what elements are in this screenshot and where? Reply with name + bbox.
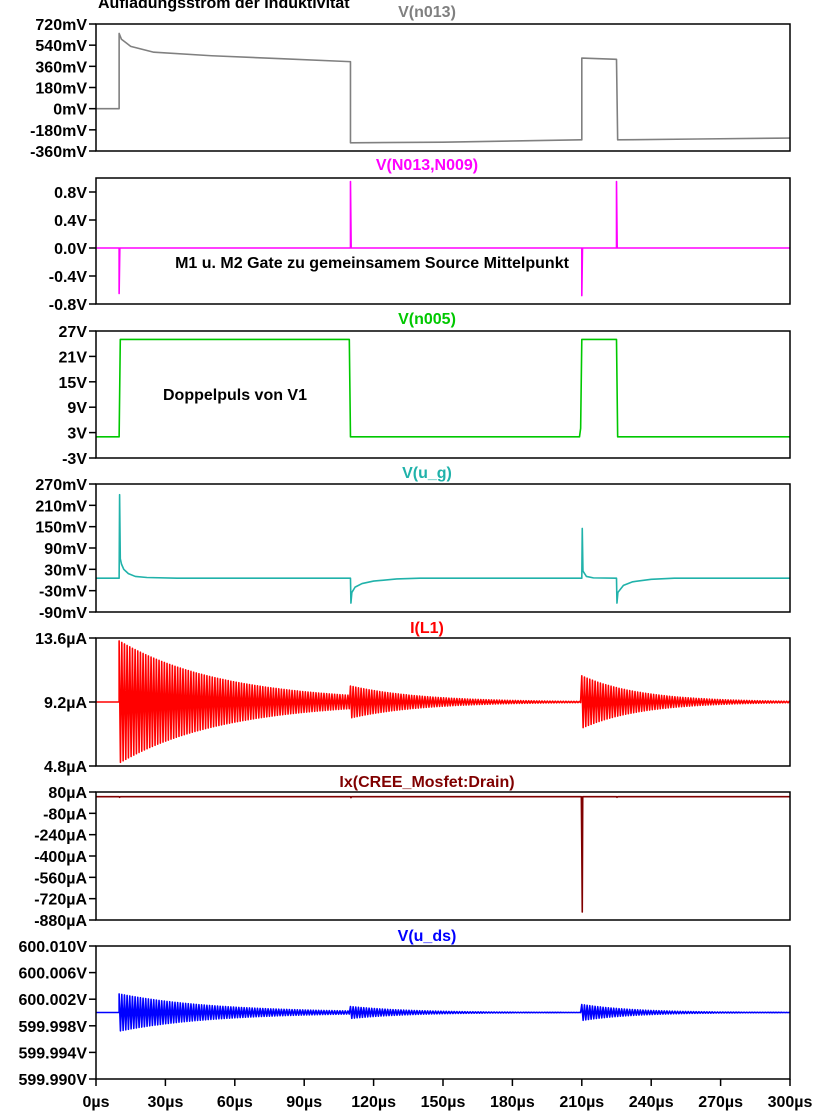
y-tick-label: -560µA: [34, 870, 87, 887]
panel-title: V(n013): [398, 4, 456, 21]
y-tick-label: 21V: [59, 349, 88, 366]
trace-6: [96, 993, 791, 1032]
x-tick-label: 90µs: [286, 1094, 322, 1111]
y-tick-label: 150mV: [35, 520, 87, 537]
panel-6: 600.010V 600.006V 600.002V 599.998V 599.994V…: [18, 928, 791, 1089]
y-tick-label: -880µA: [34, 913, 87, 930]
y-tick-label: 360mV: [35, 59, 87, 76]
y-tick-label: 600.006V: [18, 966, 87, 983]
panel-3: 270mV 210mV 150mV 90mV 30mV -30mV -90mV V(u_g): [35, 465, 791, 622]
y-tick-label: 599.990V: [18, 1072, 87, 1089]
y-tick-label: -0.8V: [49, 297, 88, 314]
plot-frame-3: [95, 483, 791, 613]
plot-frame-1: [95, 177, 791, 305]
y-tick-label: 80µA: [48, 785, 87, 802]
x-tick-label: 30µs: [147, 1094, 183, 1111]
y-tick-label: 599.998V: [18, 1019, 87, 1036]
annotation-0: Aufladungsstrom der Induktivität: [98, 0, 350, 12]
plot-frame-2: [95, 330, 791, 459]
x-tick-label: 60µs: [217, 1094, 253, 1111]
panel-title: V(N013,N009): [376, 157, 478, 174]
y-tick-label: 180mV: [35, 81, 87, 98]
y-tick-label: -240µA: [34, 828, 87, 845]
y-tick-label: -90mV: [39, 605, 87, 622]
x-tick-label: 150µs: [421, 1094, 466, 1111]
trace-1: [96, 180, 790, 297]
y-tick-label: 9.2µA: [44, 695, 87, 712]
y-tick-label: 0.4V: [54, 213, 87, 230]
x-tick-label: 270µs: [698, 1094, 743, 1111]
x-tick-label: 180µs: [490, 1094, 535, 1111]
y-tick-label: -30mV: [39, 584, 87, 601]
y-tick-label: -0.4V: [49, 269, 88, 286]
panel-title: V(u_g): [402, 465, 452, 482]
trace-0: [96, 32, 791, 144]
panel-1: 0.8V 0.4V 0.0V -0.4V -0.8V V(N013,N009): [49, 157, 791, 314]
panel-4: 13.6µA 9.2µA 4.8µA I(L1): [35, 620, 791, 776]
y-tick-label: 4.8µA: [44, 759, 87, 776]
y-tick-label: 599.994V: [18, 1045, 87, 1062]
y-tick-label: 13.6µA: [35, 631, 87, 648]
panel-title: Ix(CREE_Mosfet:Drain): [339, 774, 514, 791]
panel-title: V(n005): [398, 311, 456, 328]
y-tick-label: 0.8V: [54, 185, 87, 202]
y-tick-label: 15V: [59, 375, 88, 392]
panel-2: 27V 21V 15V 9V 3V -3V V(n005): [59, 311, 791, 468]
y-tick-label: 9V: [67, 400, 87, 417]
x-tick-label: 0µs: [82, 1094, 109, 1111]
annotation-1: M1 u. M2 Gate zu gemeinsamem Source Mitt…: [175, 255, 570, 272]
annotation-2: Doppelpuls von V1: [163, 387, 307, 404]
plot-frame-0: [95, 23, 791, 152]
y-tick-label: 0mV: [53, 102, 87, 119]
y-tick-label: 540mV: [35, 38, 87, 55]
x-tick-label: 300µs: [768, 1094, 813, 1111]
y-tick-label: 600.010V: [18, 939, 87, 956]
trace-2: [96, 338, 790, 438]
y-tick-label: -3V: [62, 451, 87, 468]
x-tick-label: 210µs: [559, 1094, 604, 1111]
y-tick-label: -180mV: [30, 123, 87, 140]
panel-0: 720mV 540mV 360mV 180mV 0mV -180mV -360mV V(n01…: [30, 4, 791, 161]
y-tick-label: -400µA: [34, 849, 87, 866]
x-tick-label: 240µs: [629, 1094, 674, 1111]
trace-5: [96, 795, 790, 913]
panel-5: 80µA -80µA -240µA -400µA -560µA -720µA -880µA I…: [34, 774, 791, 930]
plot-frame-5: [95, 791, 791, 921]
y-tick-label: 90mV: [44, 541, 87, 558]
x-tick-label: 120µs: [351, 1094, 396, 1111]
y-tick-label: 270mV: [35, 477, 87, 494]
y-tick-label: 3V: [67, 426, 87, 443]
y-tick-label: 30mV: [44, 562, 87, 579]
y-tick-label: 600.002V: [18, 992, 87, 1009]
y-tick-label: 27V: [59, 324, 88, 341]
y-tick-label: -80µA: [43, 806, 87, 823]
panel-title: I(L1): [410, 620, 444, 637]
y-tick-label: 0.0V: [54, 241, 87, 258]
y-tick-label: -720µA: [34, 892, 87, 909]
trace-3: [96, 493, 790, 604]
y-tick-label: -360mV: [30, 144, 87, 161]
y-tick-label: 720mV: [35, 17, 87, 34]
trace-4: [96, 640, 791, 764]
y-tick-label: 210mV: [35, 498, 87, 515]
panel-title: V(u_ds): [398, 928, 457, 945]
